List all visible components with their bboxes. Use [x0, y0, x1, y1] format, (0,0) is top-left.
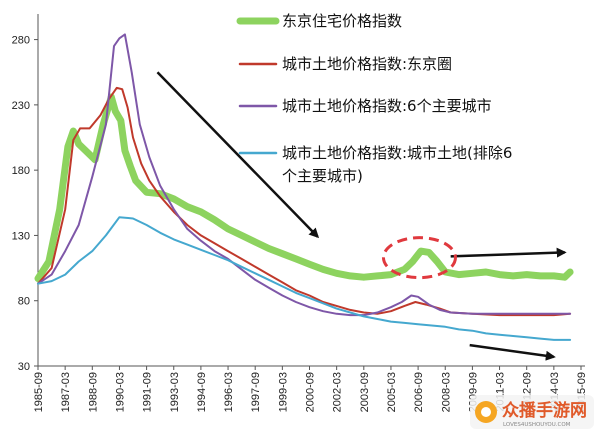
x-tick-label: 2003-09 — [359, 372, 371, 412]
legend-label-4-line-1: 城市土地价格指数:城市土地(排除6 — [282, 144, 512, 162]
x-tick-label: 2005-03 — [386, 372, 398, 412]
legend: 东京住宅价格指数城市土地价格指数:东京圈城市土地价格指数:6个主要城市城市土地价… — [236, 12, 512, 185]
watermark-logo-inner-icon — [481, 407, 491, 417]
legend-label-4-line-2: 个主要城市) — [282, 167, 363, 185]
x-tick-label: 1985-09 — [33, 372, 45, 412]
legend-label-3: 城市土地价格指数:6个主要城市 — [282, 97, 492, 115]
annotation-layer — [156, 71, 567, 361]
watermark-badge — [470, 395, 594, 429]
watermark: 众播手游网 LOVES4USHOUYOU.COM — [470, 395, 594, 429]
x-tick-label: 2000-09 — [305, 372, 317, 412]
peak-highlight — [381, 236, 457, 280]
x-tick-label: 1988-09 — [87, 372, 99, 412]
x-tick-label: 1996-03 — [223, 372, 235, 412]
decline-arrow — [156, 71, 320, 239]
legend-label-2: 城市土地价格指数:东京圈 — [282, 55, 452, 73]
x-tick-label: 1990-03 — [114, 372, 126, 412]
watermark-subtext: LOVES4USHOUYOU.COM — [503, 422, 571, 428]
y-tick-label: 230 — [12, 100, 30, 112]
legend-label-1: 东京住宅价格指数 — [282, 12, 402, 30]
y-tick-label: 80 — [18, 296, 30, 308]
x-tick-label: 1999-03 — [277, 372, 289, 412]
y-tick-label: 180 — [12, 165, 30, 177]
lower-right-arrow — [469, 343, 556, 361]
x-tick-label: 1991-09 — [142, 372, 154, 412]
upper-right-arrow — [450, 247, 567, 258]
x-tick-label: 1987-03 — [60, 372, 72, 412]
axes: 30 80 130 180 230 280 1985-09 1987-03 1988-09 199… — [12, 14, 588, 412]
x-tick-label: 2002-03 — [332, 372, 344, 412]
x-tick-label: 1993-03 — [169, 372, 181, 412]
y-tick-label: 130 — [12, 230, 30, 242]
x-tick-label: 2006-09 — [413, 372, 425, 412]
x-tick-label: 1994-09 — [196, 372, 208, 412]
series-line-4 — [37, 216, 572, 341]
series-line-3 — [37, 33, 572, 317]
watermark-text: 众播手游网 — [502, 400, 587, 421]
y-tick-label: 30 — [18, 361, 30, 373]
series-line-1 — [34, 93, 574, 282]
x-tick-label: 1997-09 — [250, 372, 262, 412]
x-tick-label: 2008-03 — [440, 372, 452, 412]
y-tick-label: 280 — [12, 35, 30, 47]
series-layer — [34, 33, 574, 341]
